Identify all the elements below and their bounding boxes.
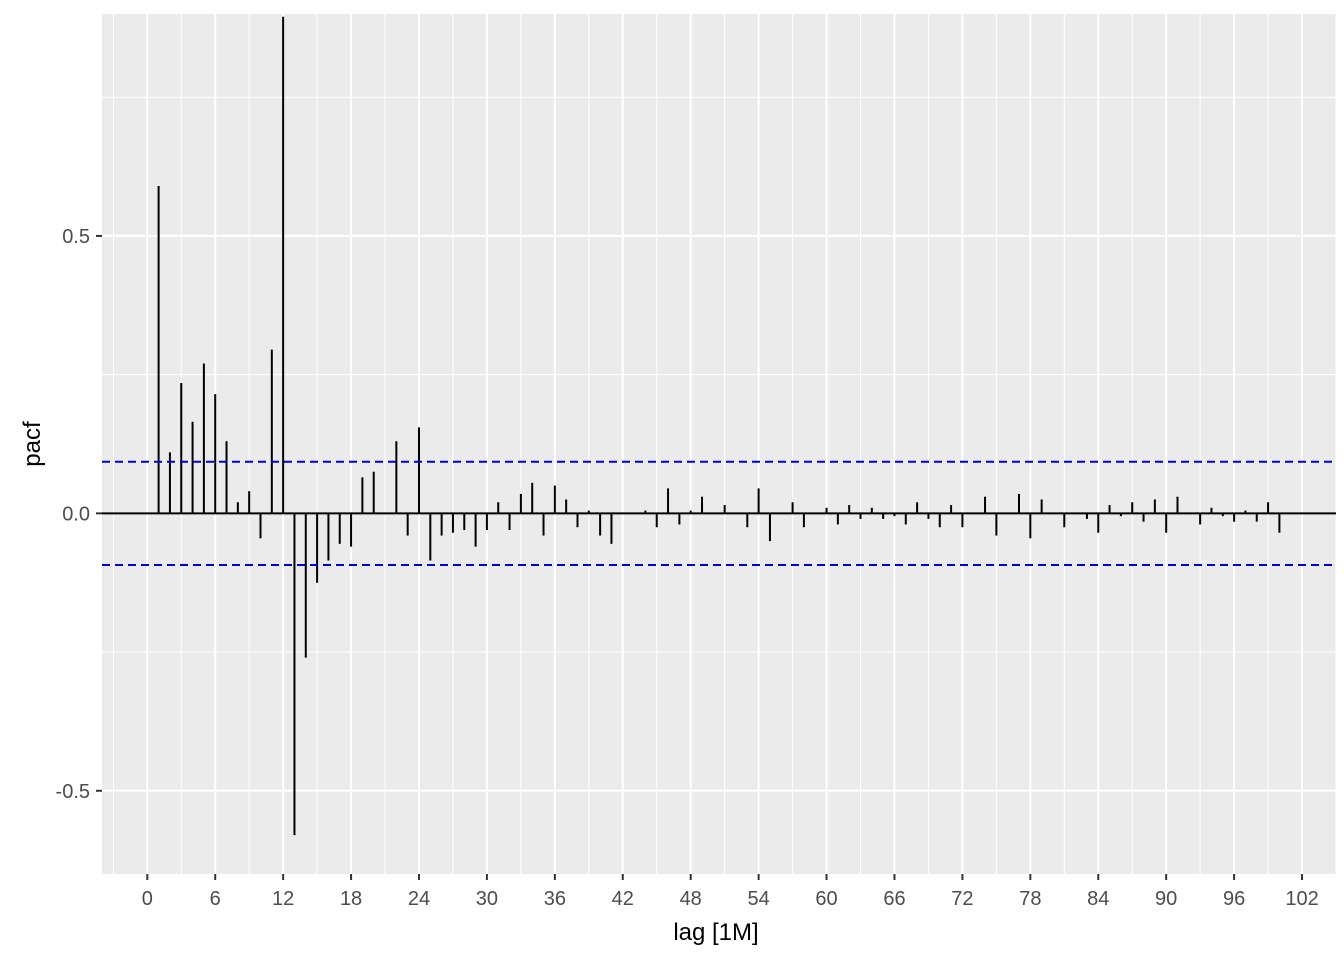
- x-tick-label: 24: [408, 888, 430, 910]
- x-tick-label: 36: [544, 888, 566, 910]
- x-axis: 0 6 12 18 24 30 36 42 48 54 60 66 72 78 84 90 96 102: [142, 874, 1319, 910]
- y-axis-title: pacf: [19, 421, 46, 467]
- x-tick-label: 0: [142, 888, 153, 910]
- x-tick-label: 72: [951, 888, 973, 910]
- x-tick-label: 96: [1223, 888, 1245, 910]
- x-tick-label: 60: [815, 888, 837, 910]
- x-tick-label: 42: [612, 888, 634, 910]
- x-tick-label: 18: [340, 888, 362, 910]
- x-tick-label: 66: [883, 888, 905, 910]
- x-tick-label: 6: [210, 888, 221, 910]
- plot-panel: [102, 14, 1336, 874]
- x-tick-label: 54: [747, 888, 769, 910]
- x-tick-label: 78: [1019, 888, 1041, 910]
- x-tick-label: 102: [1285, 888, 1318, 910]
- x-tick-label: 48: [680, 888, 702, 910]
- y-tick-label: -0.5: [56, 781, 90, 803]
- y-tick-label: 0.5: [62, 226, 90, 248]
- y-tick-label: 0.0: [62, 503, 90, 525]
- x-axis-title: lag [1M]: [673, 919, 758, 946]
- x-tick-label: 84: [1087, 888, 1109, 910]
- x-tick-label: 30: [476, 888, 498, 910]
- x-tick-label: 90: [1155, 888, 1177, 910]
- minor-gridlines: [102, 14, 1337, 874]
- y-axis: -0.5 0.0 0.5: [56, 226, 102, 803]
- x-tick-label: 12: [272, 888, 294, 910]
